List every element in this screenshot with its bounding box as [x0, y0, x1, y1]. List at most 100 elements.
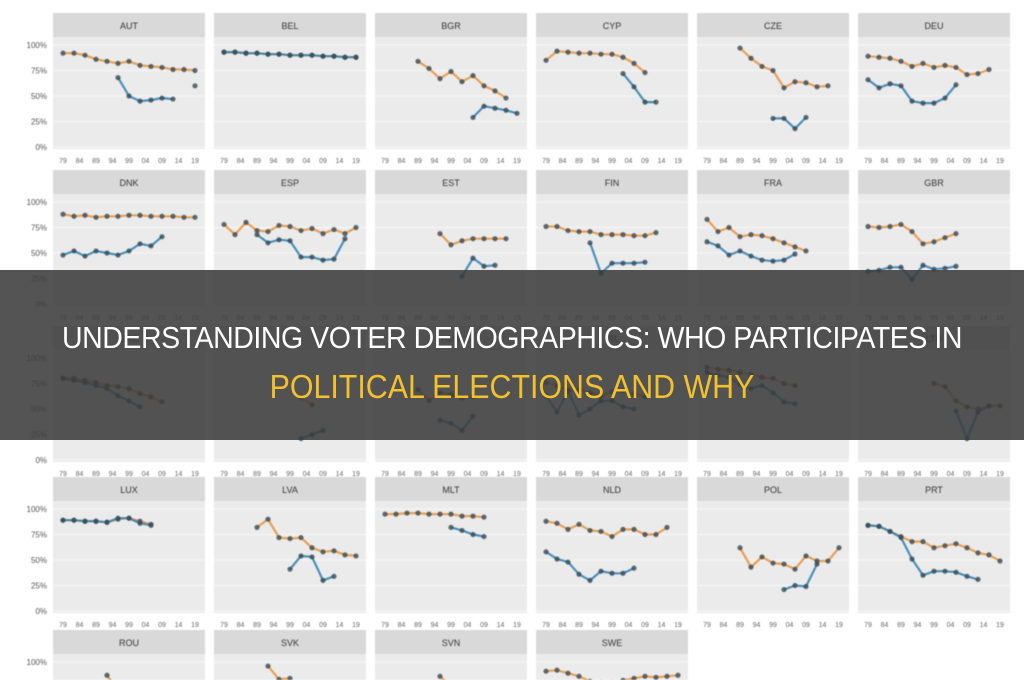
- panel-cyp: CYP 79 84 89 94 99 04 09 14 19: [536, 13, 688, 165]
- x-tick-label: 99: [608, 622, 616, 629]
- y-tick-label: 50%: [31, 249, 47, 258]
- x-tick-label: 99: [930, 158, 938, 165]
- x-tick-label: 19: [674, 622, 682, 629]
- x-tick-label: 99: [286, 471, 294, 478]
- x-tick-label: 04: [303, 158, 311, 165]
- y-tick-label: 100%: [27, 505, 47, 514]
- panel-prt: PRT 79 84 89 94 99 04 09 14 19: [858, 477, 1010, 629]
- x-tick-label: 79: [381, 158, 389, 165]
- x-tick-label: 99: [125, 622, 133, 629]
- x-tick-label: 84: [559, 471, 567, 478]
- y-tick-label: 25%: [31, 582, 47, 591]
- x-tick-label: 19: [352, 622, 360, 629]
- x-tick-label: 89: [575, 622, 583, 629]
- x-tick-label: 94: [592, 622, 600, 629]
- x-tick-label: 09: [158, 622, 166, 629]
- x-tick-label: 89: [414, 471, 422, 478]
- x-tick-label: 99: [447, 622, 455, 629]
- x-tick-label: 19: [996, 471, 1004, 478]
- y-tick-label: 50%: [31, 556, 47, 565]
- x-tick-label: 19: [191, 158, 199, 165]
- x-tick-label: 04: [786, 158, 794, 165]
- x-tick-label: 04: [142, 622, 150, 629]
- x-tick-label: 14: [336, 158, 344, 165]
- panel-title: DEU: [924, 21, 943, 31]
- x-tick-label: 14: [980, 622, 988, 629]
- panel-bgr: BGR 79 84 89 94 99 04 09 14 19: [375, 13, 527, 165]
- x-tick-label: 04: [625, 158, 633, 165]
- x-tick-label: 84: [398, 471, 406, 478]
- y-tick-label: 100%: [27, 198, 47, 207]
- x-tick-label: 84: [237, 471, 245, 478]
- x-tick-label: 09: [963, 622, 971, 629]
- x-tick-label: 89: [575, 158, 583, 165]
- y-tick-label: 50%: [31, 92, 47, 101]
- panel-title: PRT: [925, 485, 943, 495]
- x-tick-label: 14: [658, 622, 666, 629]
- x-tick-label: 89: [736, 471, 744, 478]
- x-tick-label: 84: [720, 471, 728, 478]
- x-tick-label: 14: [497, 622, 505, 629]
- x-tick-label: 94: [109, 622, 117, 629]
- x-tick-label: 09: [480, 622, 488, 629]
- panel-title: AUT: [120, 21, 139, 31]
- x-tick-label: 99: [447, 158, 455, 165]
- x-tick-label: 84: [237, 158, 245, 165]
- panel-title: MLT: [442, 485, 460, 495]
- x-tick-label: 99: [769, 622, 777, 629]
- x-tick-label: 89: [897, 471, 905, 478]
- y-tick-label: 100%: [27, 658, 47, 667]
- x-tick-label: 94: [270, 622, 278, 629]
- x-tick-label: 19: [996, 158, 1004, 165]
- x-tick-label: 79: [864, 158, 872, 165]
- x-tick-label: 79: [703, 622, 711, 629]
- x-tick-label: 84: [398, 622, 406, 629]
- x-tick-label: 09: [963, 158, 971, 165]
- panel-title: BGR: [441, 21, 461, 31]
- x-tick-label: 89: [736, 622, 744, 629]
- y-tick-label: 0%: [35, 456, 47, 465]
- panel-title: LVA: [282, 485, 298, 495]
- y-tick-label: 75%: [31, 224, 47, 233]
- x-tick-label: 09: [319, 622, 327, 629]
- panel-svn: SVN798489949904091419: [375, 630, 527, 680]
- x-tick-label: 79: [59, 471, 67, 478]
- x-tick-label: 09: [319, 471, 327, 478]
- panel-title: FIN: [605, 178, 620, 188]
- x-tick-label: 09: [802, 158, 810, 165]
- x-tick-label: 09: [319, 158, 327, 165]
- x-tick-label: 94: [753, 622, 761, 629]
- panel-title: CZE: [764, 21, 782, 31]
- x-tick-label: 99: [125, 158, 133, 165]
- x-tick-label: 19: [352, 471, 360, 478]
- panel-title: DNK: [119, 178, 138, 188]
- x-tick-label: 89: [414, 622, 422, 629]
- x-tick-label: 79: [864, 622, 872, 629]
- x-tick-label: 94: [431, 158, 439, 165]
- x-tick-label: 94: [753, 471, 761, 478]
- panel-title: ROU: [119, 638, 139, 648]
- x-tick-label: 94: [592, 158, 600, 165]
- x-tick-label: 19: [513, 622, 521, 629]
- headline: UNDERSTANDING VOTER DEMOGRAPHICS: WHO PA…: [0, 270, 1024, 440]
- x-tick-label: 79: [703, 471, 711, 478]
- panel-title: SVN: [442, 638, 461, 648]
- panel-title: POL: [764, 485, 782, 495]
- x-tick-label: 04: [625, 471, 633, 478]
- x-tick-label: 94: [914, 471, 922, 478]
- x-tick-label: 84: [76, 471, 84, 478]
- x-tick-label: 79: [59, 158, 67, 165]
- x-tick-label: 14: [980, 471, 988, 478]
- x-tick-label: 19: [191, 622, 199, 629]
- x-tick-label: 99: [286, 158, 294, 165]
- x-tick-label: 84: [398, 158, 406, 165]
- x-tick-label: 04: [303, 471, 311, 478]
- y-tick-label: 100%: [27, 41, 47, 50]
- x-tick-label: 14: [497, 471, 505, 478]
- x-tick-label: 94: [914, 158, 922, 165]
- x-tick-label: 99: [286, 622, 294, 629]
- x-tick-label: 09: [158, 158, 166, 165]
- x-tick-label: 94: [431, 471, 439, 478]
- x-tick-label: 79: [220, 471, 228, 478]
- x-tick-label: 99: [930, 622, 938, 629]
